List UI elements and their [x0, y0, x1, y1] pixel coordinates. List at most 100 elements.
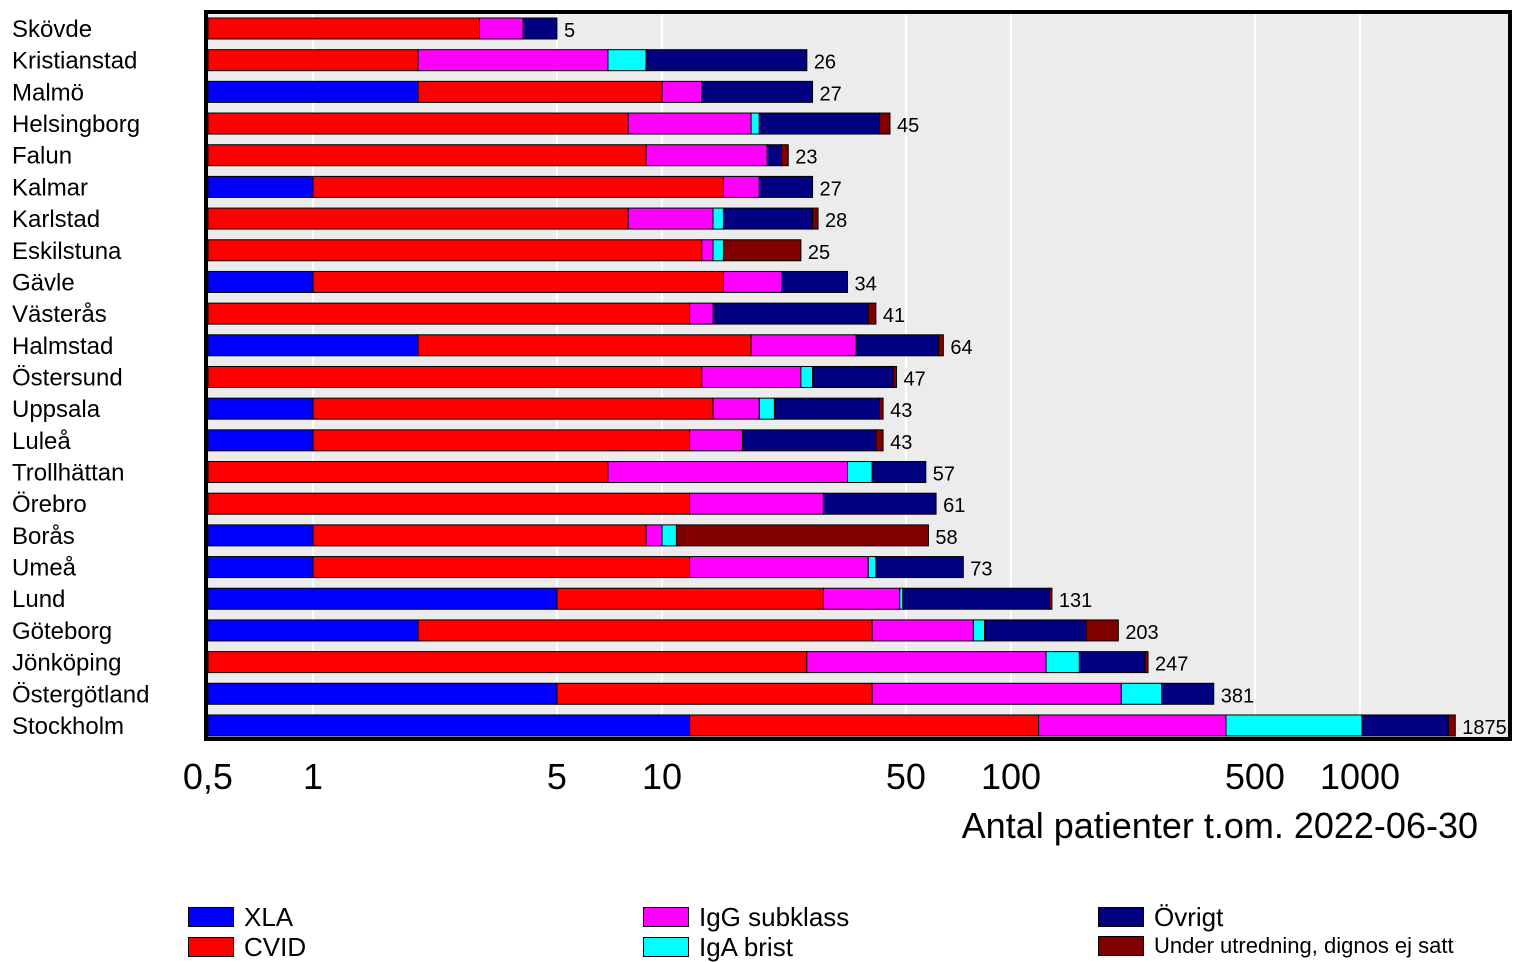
- category-label: Västerås: [12, 301, 107, 328]
- total-label: 57: [933, 464, 955, 486]
- bar-segment: [1085, 619, 1119, 642]
- category-label: Halmstad: [12, 333, 113, 360]
- bar-segment: [1045, 651, 1080, 674]
- bar-segment: [661, 80, 703, 103]
- legend-label: Övrigt: [1154, 902, 1224, 932]
- x-tick-label: 100: [981, 756, 1041, 797]
- total-label: 28: [825, 210, 847, 232]
- legend-swatch: [188, 907, 234, 927]
- bar-segment: [312, 556, 691, 579]
- category-label: Trollhättan: [12, 460, 125, 487]
- total-label: 25: [808, 242, 830, 264]
- bar-segment: [207, 397, 314, 420]
- bar-segment: [972, 619, 986, 642]
- bar-segment: [207, 587, 558, 610]
- x-tick-labels: 0,5 1 5 10 50 100 500 1000: [183, 756, 1400, 797]
- bar-segment: [1144, 651, 1149, 674]
- plot-frame: [204, 10, 1512, 741]
- x-tick-label: 10: [642, 756, 682, 797]
- bar-segment: [722, 239, 802, 262]
- category-label: Helsingborg: [12, 111, 140, 138]
- bar-segment: [312, 270, 724, 293]
- bar-segment: [712, 302, 869, 325]
- bar-segment: [645, 144, 768, 167]
- bar-segment: [722, 175, 760, 198]
- bar-segment: [207, 302, 691, 325]
- bar-segment: [522, 17, 558, 40]
- legend-label: Under utredning, dignos ej satt: [1154, 933, 1454, 958]
- bar-segment: [675, 524, 929, 547]
- bar-segment: [855, 334, 940, 357]
- total-label: 61: [943, 495, 965, 517]
- total-label: 27: [820, 83, 842, 105]
- legend-item-igg-subklass: IgG subklass: [643, 904, 849, 930]
- bar-segment: [750, 334, 857, 357]
- total-label: 73: [970, 559, 992, 581]
- bar-segment: [781, 144, 789, 167]
- bar-segment: [627, 112, 752, 135]
- category-label: Örebro: [12, 491, 87, 518]
- legend-item-ovrigt: Övrigt: [1098, 904, 1223, 930]
- category-label: Umeå: [12, 555, 77, 582]
- bar-segment: [812, 207, 819, 230]
- bar-segment: [846, 461, 873, 484]
- bar-segment: [207, 112, 629, 135]
- category-label: Kristianstad: [12, 48, 137, 75]
- bar-segment: [773, 397, 881, 420]
- bar-segment: [722, 207, 814, 230]
- total-labels: 5262745232728253441644743435761587313120…: [564, 20, 1507, 739]
- bar-segment: [1078, 651, 1146, 674]
- bar-segment: [1361, 714, 1449, 737]
- bar-segment: [871, 619, 974, 642]
- bar-segment: [1447, 714, 1456, 737]
- category-label: Kalmar: [12, 174, 88, 201]
- category-label: Jönköping: [12, 650, 121, 677]
- category-label: Östergötland: [12, 681, 149, 708]
- bar-segment: [645, 524, 663, 547]
- total-label: 381: [1221, 685, 1254, 707]
- bar-segment: [207, 175, 314, 198]
- bar-segment: [822, 492, 937, 515]
- bar-segment: [417, 49, 609, 72]
- legend-swatch: [1098, 907, 1144, 927]
- category-label: Falun: [12, 143, 72, 170]
- total-label: 64: [950, 337, 972, 359]
- total-label: 43: [890, 432, 912, 454]
- bar-segment: [689, 492, 824, 515]
- bar-segment: [556, 682, 873, 705]
- total-label: 34: [854, 273, 876, 295]
- total-label: 131: [1059, 590, 1092, 612]
- bar-segment: [758, 397, 775, 420]
- bar-segment: [417, 334, 752, 357]
- bar-segment: [645, 49, 808, 72]
- x-tick-label: 50: [886, 756, 926, 797]
- bar-segment: [867, 556, 877, 579]
- bar-segment: [800, 365, 814, 388]
- legend-label: CVID: [244, 932, 307, 962]
- bar-segment: [892, 365, 898, 388]
- category-label: Uppsala: [12, 396, 101, 423]
- bar-segment: [207, 17, 481, 40]
- bar-segment: [207, 524, 314, 547]
- category-label: Gävle: [12, 269, 75, 296]
- bar-segment: [871, 682, 1122, 705]
- bar-segment: [607, 461, 848, 484]
- x-axis-title: Antal patienter t.om. 2022-06-30: [962, 805, 1478, 846]
- bar-segment: [722, 270, 783, 293]
- x-tick-label: 1: [303, 756, 323, 797]
- bar-segment: [661, 524, 677, 547]
- bar-segment: [984, 619, 1087, 642]
- bar-segment: [758, 175, 814, 198]
- bar-segment: [712, 239, 724, 262]
- bar-segment: [902, 587, 1051, 610]
- bar-segment: [781, 270, 848, 293]
- total-label: 5: [564, 20, 575, 42]
- bar-segment: [712, 207, 724, 230]
- bar-segment: [207, 461, 609, 484]
- x-tick-label: 5: [547, 756, 567, 797]
- bar-segment: [207, 619, 419, 642]
- bar-segment: [207, 80, 419, 103]
- total-label: 41: [883, 305, 905, 327]
- legend-item-under-utredning: Under utredning, dignos ej satt: [1098, 935, 1454, 957]
- bar-segment: [1161, 682, 1215, 705]
